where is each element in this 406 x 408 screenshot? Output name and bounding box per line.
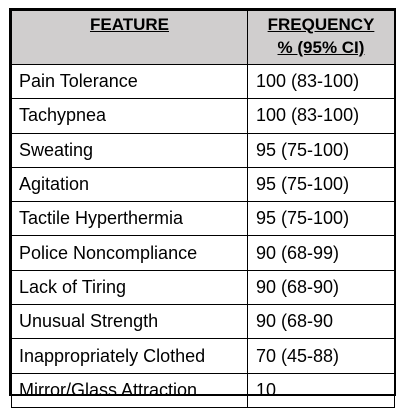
table-row: Mirror/Glass Attraction 10 [11,372,395,408]
frequency-cell: 90 (68-90 [247,304,395,340]
table-row: Tactile Hyperthermia 95 (75-100) [11,201,395,237]
table-row: Lack of Tiring 90 (68-90) [11,269,395,306]
table-row: Pain Tolerance 100 (83-100) [11,63,395,100]
feature-column-header: FEATURE [11,10,248,65]
frequency-cell: 100 (83-100) [247,98,395,134]
frequency-cell: 95 (75-100) [247,132,395,168]
table-row: Police Noncompliance 90 (68-99) [11,235,395,271]
table-row: Agitation 95 (75-100) [11,166,395,203]
frequency-cell: 90 (68-90) [247,269,395,306]
feature-cell: Agitation [11,166,248,203]
feature-frequency-table-container: FEATURE FREQUENCY % (95% CI) Pain Tolera… [9,8,396,408]
feature-cell: Tactile Hyperthermia [11,201,248,237]
feature-cell: Lack of Tiring [11,269,248,306]
frequency-header-line1: FREQUENCY [267,15,375,34]
frequency-cell: 95 (75-100) [247,166,395,203]
feature-cell: Police Noncompliance [11,235,248,271]
frequency-header-line2: % (95% CI) [277,38,365,57]
feature-cell: Mirror/Glass Attraction [11,372,248,408]
feature-header-label: FEATURE [89,15,169,34]
frequency-cell: 10 [247,372,395,408]
table-row: Unusual Strength 90 (68-90 [11,304,395,340]
frequency-cell: 90 (68-99) [247,235,395,271]
frequency-cell: 95 (75-100) [247,201,395,237]
table-row: Inappropriately Clothed 70 (45-88) [11,338,395,374]
frequency-cell: 100 (83-100) [247,63,395,100]
frequency-column-header: FREQUENCY % (95% CI) [247,10,395,65]
feature-cell: Pain Tolerance [11,63,248,100]
frequency-cell: 70 (45-88) [247,338,395,374]
table-row: Sweating 95 (75-100) [11,132,395,168]
table-row: Tachypnea 100 (83-100) [11,98,395,134]
feature-frequency-table: FEATURE FREQUENCY % (95% CI) Pain Tolera… [11,10,395,408]
header-row: FEATURE FREQUENCY % (95% CI) [11,10,395,65]
feature-cell: Unusual Strength [11,304,248,340]
feature-cell: Sweating [11,132,248,168]
feature-cell: Tachypnea [11,98,248,134]
feature-cell: Inappropriately Clothed [11,338,248,374]
